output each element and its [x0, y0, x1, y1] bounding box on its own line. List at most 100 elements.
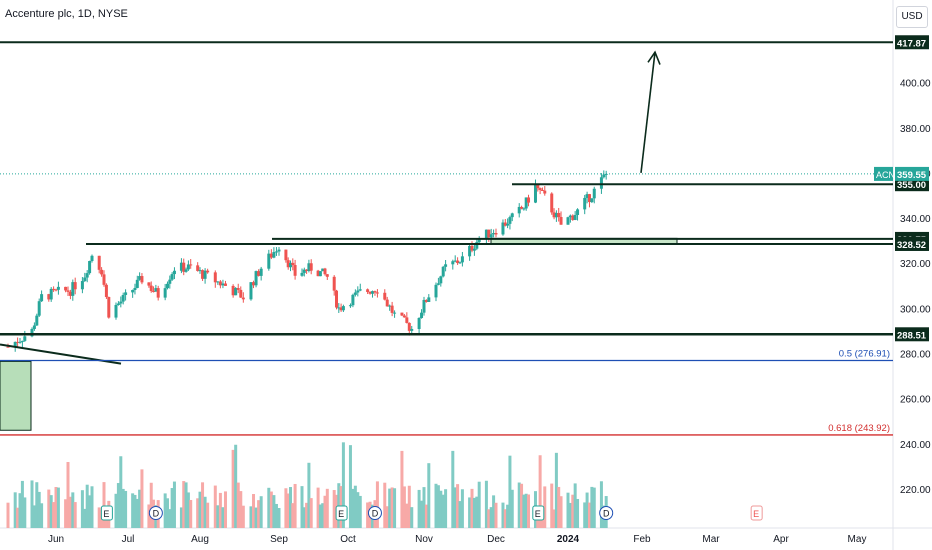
volume-bar — [239, 491, 243, 528]
candle-body — [80, 281, 84, 290]
earnings-marker-label: E — [103, 509, 109, 519]
candle-body — [267, 253, 271, 269]
candle-body — [557, 212, 561, 217]
candle-body — [119, 301, 123, 304]
volume-bar — [97, 507, 101, 528]
volume-bar — [468, 497, 472, 528]
volume-bar — [85, 484, 89, 528]
x-tick-label: May — [848, 534, 867, 545]
candle-body — [318, 271, 322, 277]
candle-body — [417, 317, 421, 329]
candle-body — [32, 325, 36, 329]
candle-body — [335, 290, 338, 308]
candle-body — [468, 245, 472, 257]
x-tick-label: Mar — [702, 534, 720, 545]
candle-body — [538, 188, 542, 190]
volume-bar — [520, 483, 524, 528]
volume-bar — [249, 506, 253, 528]
candle-body — [37, 301, 41, 316]
candle-body — [300, 272, 304, 276]
candle-body — [508, 217, 512, 224]
y-tick-label: 220.00 — [900, 485, 931, 496]
candle-body — [104, 284, 108, 297]
candle-body — [291, 262, 295, 266]
candle-body — [179, 262, 183, 271]
candle-body — [309, 263, 313, 271]
candle-body — [236, 287, 240, 290]
volume-bar — [114, 493, 118, 528]
volume-bar — [83, 508, 87, 528]
candle-body — [323, 268, 327, 275]
volume-bar — [236, 482, 240, 528]
volume-bar — [88, 495, 92, 528]
volume-bar — [35, 482, 39, 528]
volume-bar — [289, 487, 292, 528]
candle-body — [100, 269, 104, 275]
candle-body — [149, 285, 153, 292]
volume-bar — [458, 501, 462, 528]
candle-body — [213, 272, 217, 283]
candle-body — [131, 289, 135, 293]
volume-bar — [182, 481, 186, 528]
volume-bar — [18, 493, 22, 528]
volume-bar — [489, 507, 493, 528]
candle-body — [307, 263, 311, 272]
candle-body — [170, 274, 174, 280]
candle-body — [135, 279, 139, 288]
candle-body — [385, 299, 389, 307]
volume-bar — [484, 480, 488, 528]
candle-body — [316, 270, 320, 277]
volume-bar — [557, 486, 561, 528]
earnings-marker — [532, 505, 545, 521]
candle-body — [571, 215, 575, 220]
candle-body — [321, 268, 325, 272]
volume-bar — [492, 495, 496, 528]
candle-body — [272, 252, 276, 258]
volume-bar — [323, 495, 327, 528]
volume-bar — [135, 498, 139, 528]
candle-body — [165, 283, 169, 289]
y-tick-label: 400.00 — [900, 79, 931, 90]
volume-bar — [554, 452, 558, 528]
volume-bar — [456, 484, 460, 528]
candle-body — [30, 328, 34, 337]
currency-button[interactable]: USD — [896, 6, 928, 28]
volume-bar — [300, 486, 304, 528]
volume-bar — [213, 485, 217, 528]
volume-bar — [119, 456, 123, 528]
candle-body — [241, 297, 245, 300]
candle-body — [168, 279, 172, 284]
y-tick-label: 280.00 — [900, 350, 931, 361]
candle-body — [444, 264, 448, 267]
dividend-marker — [148, 506, 163, 520]
candle-body — [353, 292, 357, 295]
volume-bar — [318, 504, 322, 528]
dividend-marker — [599, 506, 614, 520]
candle-body — [590, 198, 594, 203]
candle-body — [90, 255, 94, 262]
volume-bar — [254, 507, 258, 528]
chart-title: Accenture plc, 1D, NYSE — [5, 8, 128, 20]
candle-body — [599, 177, 603, 189]
volume-bar — [390, 487, 394, 528]
candle-body — [368, 291, 372, 294]
volume-bar — [366, 502, 370, 528]
volume-bar — [170, 488, 174, 528]
y-tick-label: 340.00 — [900, 214, 931, 225]
candle-body — [341, 306, 345, 311]
volume-bar — [358, 495, 362, 528]
dividend-marker-label: D — [603, 509, 610, 519]
candle-body — [239, 289, 243, 298]
volume-bar — [451, 450, 455, 528]
projection-arrow — [640, 52, 656, 173]
candle-body — [439, 276, 443, 284]
candle-body — [163, 288, 167, 298]
candle-body — [85, 273, 89, 278]
volume-bar — [332, 490, 336, 528]
candle-body — [373, 291, 377, 293]
candle-body — [494, 233, 498, 235]
volume-bar — [201, 482, 205, 528]
volume-bar — [522, 494, 526, 528]
volume-bar — [305, 502, 309, 528]
